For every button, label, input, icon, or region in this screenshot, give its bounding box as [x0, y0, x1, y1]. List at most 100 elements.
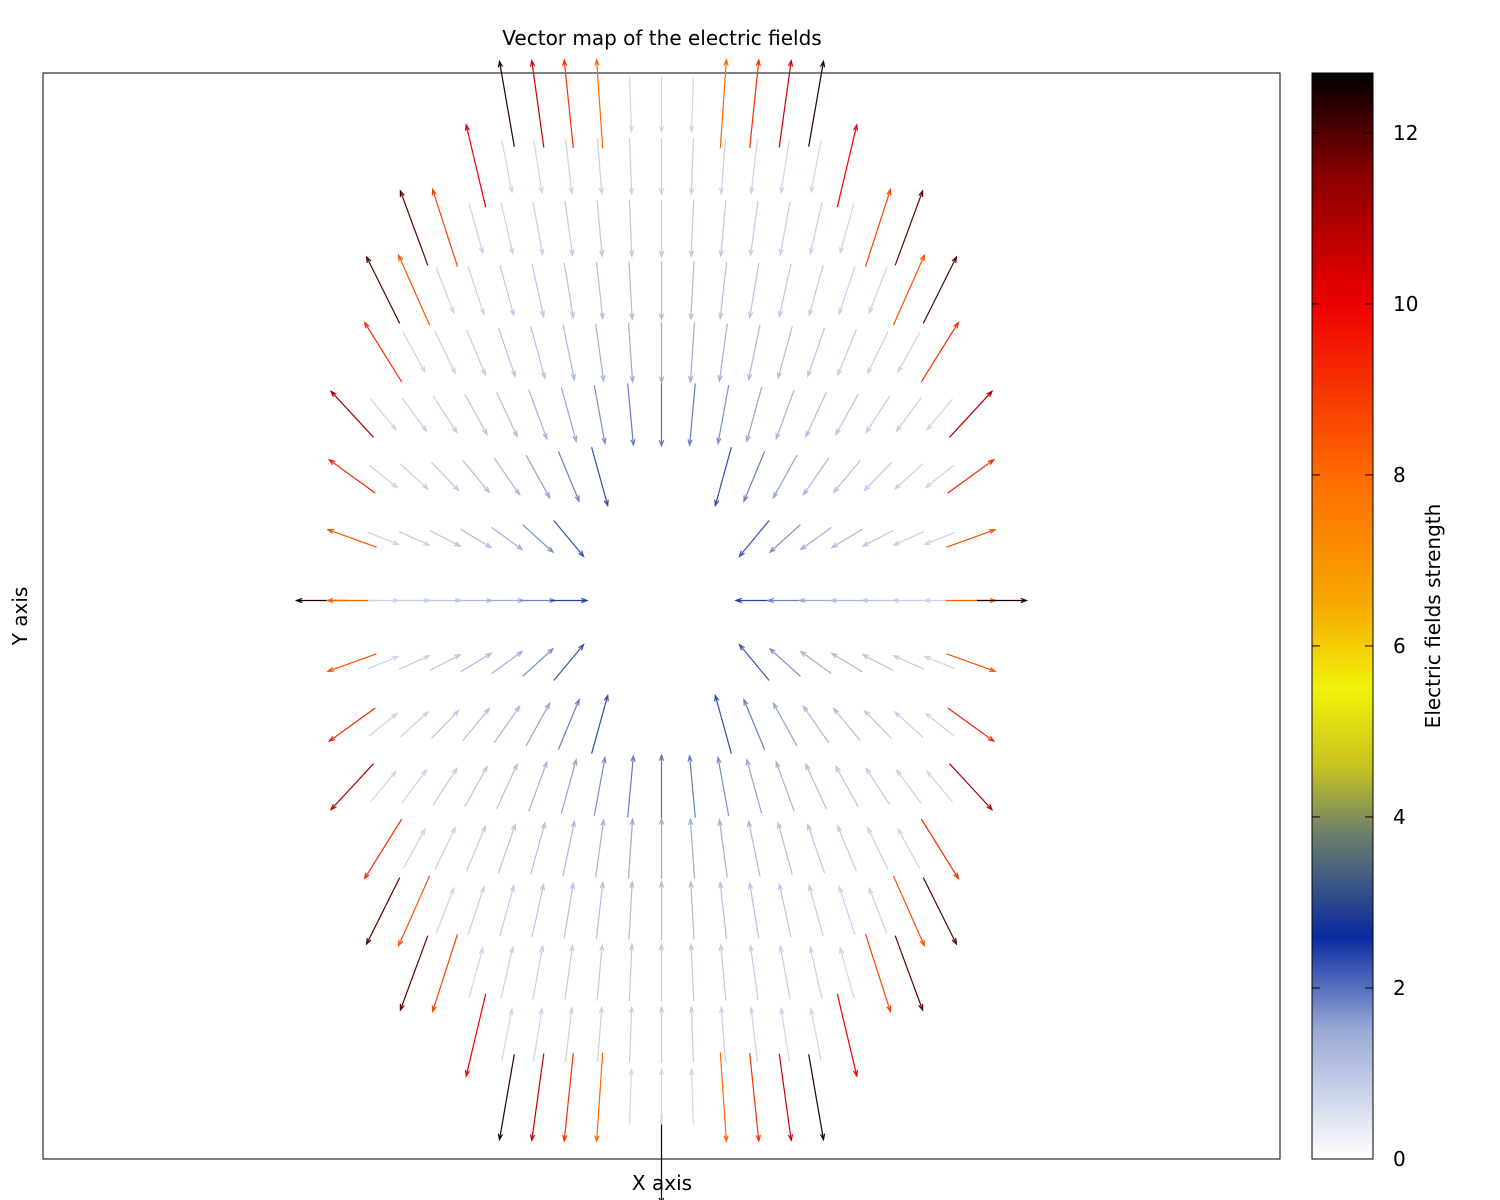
vector-arrow — [553, 644, 585, 681]
vector-arrow — [868, 267, 888, 314]
vector-arrow-head — [423, 540, 431, 546]
vector-arrow — [714, 447, 732, 506]
vector-arrow-head — [852, 1069, 859, 1078]
vector-arrow — [720, 1007, 727, 1063]
vector-arrow-head — [867, 367, 873, 375]
vector-arrow-head — [449, 306, 455, 315]
vector-arrow — [525, 703, 551, 747]
vector-arrow — [528, 389, 548, 440]
vector-arrow-head — [628, 188, 635, 196]
vector-arrow — [926, 771, 953, 803]
vector-arrow-head — [868, 886, 874, 895]
vector-arrow-head — [688, 817, 694, 826]
vector-arrow — [564, 138, 573, 194]
vector-arrow-head — [719, 1005, 725, 1014]
vector-arrow-head — [924, 482, 932, 489]
vector-arrow — [460, 528, 492, 549]
vector-arrow — [924, 655, 956, 670]
vector-arrow-head — [562, 1134, 568, 1143]
vector-arrow — [837, 825, 857, 872]
vector-arrow-head — [508, 186, 514, 194]
vector-arrow-head — [861, 653, 869, 660]
vector-arrow-head — [809, 1007, 815, 1015]
vector-arrow-head — [629, 817, 635, 826]
vector-arrow — [429, 530, 461, 547]
vector-arrow — [896, 397, 922, 432]
vector-arrow-head — [544, 701, 551, 710]
vector-arrow — [802, 457, 830, 496]
vector-arrow-head — [569, 943, 575, 952]
vector-arrow-head — [478, 946, 484, 955]
vector-arrow-head — [749, 187, 755, 195]
vector-arrow — [491, 651, 523, 675]
vector-arrow-head — [594, 1135, 600, 1144]
vector-arrow — [429, 654, 461, 671]
vector-arrow — [893, 531, 925, 546]
vector-arrow — [564, 1007, 573, 1063]
vector-arrow — [522, 524, 554, 553]
vector-arrow — [863, 710, 893, 740]
vector-arrow — [780, 1008, 790, 1062]
vector-arrow-head — [688, 1005, 695, 1013]
vector-arrow-head — [485, 542, 493, 549]
colorbar-tick-label: 4 — [1393, 805, 1406, 829]
vector-arrow-head — [719, 187, 725, 196]
vector-arrow — [533, 1008, 543, 1062]
vector-arrow-head — [837, 368, 843, 377]
vector-arrow-head — [599, 880, 605, 889]
vector-arrow — [629, 1069, 633, 1125]
vector-arrow-head — [819, 1133, 826, 1142]
vector-arrow — [720, 944, 727, 1001]
vector-arrow-head — [390, 423, 398, 431]
vector-arrow-head — [422, 710, 430, 718]
vector-arrow-head — [775, 760, 781, 769]
vector-arrow — [808, 885, 824, 937]
vector-arrow — [809, 202, 823, 254]
vector-arrow-head — [509, 309, 515, 317]
vector-arrow-head — [421, 768, 428, 776]
vector-arrow — [690, 261, 695, 320]
vector-arrow-head — [454, 541, 462, 547]
vector-arrow — [498, 61, 515, 147]
vector-arrow — [563, 262, 574, 318]
vector-arrow-head — [805, 762, 811, 771]
vector-arrow-head — [832, 707, 840, 715]
vector-arrow-head — [568, 187, 574, 195]
vector-arrow — [865, 395, 891, 433]
vector-arrow-head — [581, 597, 589, 604]
vector-arrow-head — [717, 818, 723, 827]
vector-arrow-head — [539, 882, 545, 891]
vector-arrow — [865, 768, 891, 806]
vector-arrow — [370, 398, 397, 430]
vector-arrow — [949, 390, 993, 438]
vector-arrow-head — [420, 365, 426, 374]
vector-arrow — [778, 1053, 792, 1141]
vector-arrow-head — [572, 435, 578, 443]
vector-arrow-head — [327, 458, 336, 466]
vector-arrow — [370, 771, 397, 803]
vector-arrow — [835, 766, 859, 808]
vector-arrow-head — [538, 186, 544, 195]
vector-arrow — [398, 655, 430, 670]
vector-arrow — [364, 322, 403, 383]
vector-arrow — [837, 329, 857, 376]
vector-arrow-head — [658, 188, 665, 196]
vector-arrow — [398, 531, 430, 546]
vector-arrow — [628, 944, 633, 1002]
vector-arrow — [778, 263, 792, 317]
vector-arrow — [892, 875, 925, 946]
vector-arrow-head — [987, 735, 996, 743]
vector-arrow-head — [599, 312, 605, 321]
colorbar-tick-label: 10 — [1393, 292, 1418, 316]
vector-arrow — [399, 935, 429, 1011]
vector-arrow-head — [363, 321, 370, 329]
vector-arrow — [743, 451, 766, 502]
vector-arrow — [464, 766, 488, 808]
vector-arrow — [628, 199, 633, 257]
vector-arrow — [863, 461, 893, 491]
vector-arrow — [750, 1007, 759, 1063]
vector-arrow — [560, 759, 577, 814]
vector-arrow — [531, 263, 545, 317]
vector-arrow-head — [805, 430, 811, 439]
vector-arrow — [434, 827, 456, 870]
